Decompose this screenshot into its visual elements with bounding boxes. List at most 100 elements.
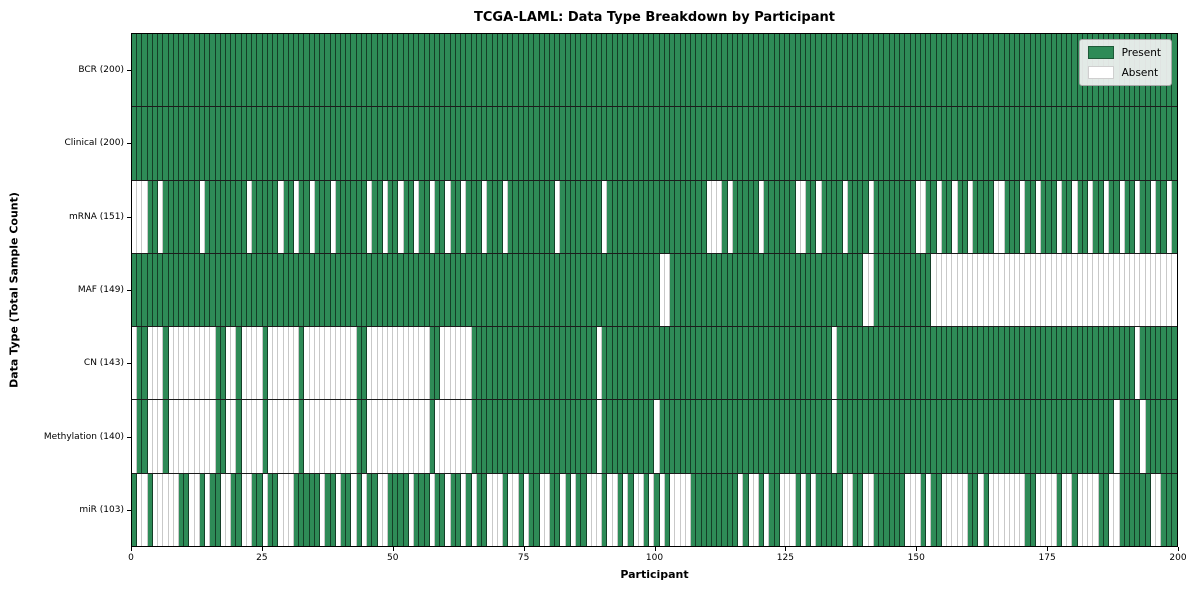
cell (1015, 180, 1021, 253)
cell (215, 253, 221, 327)
cell (283, 253, 289, 327)
cell (947, 400, 953, 473)
cell (591, 253, 598, 327)
cell (283, 400, 289, 473)
cell (1093, 400, 1099, 473)
cell (837, 400, 843, 473)
cell (691, 34, 697, 107)
cell (717, 107, 723, 180)
cell (931, 473, 937, 546)
cell (722, 473, 728, 546)
cell (173, 180, 180, 253)
cell (534, 473, 540, 546)
cell (884, 253, 890, 327)
cell (1150, 180, 1157, 253)
cell (638, 107, 645, 180)
cell (1020, 107, 1026, 180)
cell (492, 253, 498, 327)
cell (1145, 107, 1151, 180)
cell (549, 400, 556, 473)
cell (879, 473, 885, 546)
cell (633, 107, 639, 180)
cell (1025, 107, 1031, 180)
cell (821, 473, 827, 546)
cell (853, 473, 859, 546)
cell (1056, 327, 1063, 400)
cell (283, 473, 289, 546)
cell (1166, 327, 1172, 400)
cell (1119, 400, 1125, 473)
cell (1009, 34, 1016, 107)
cell (1109, 107, 1115, 180)
cell (863, 34, 869, 107)
cell (508, 253, 514, 327)
cell (450, 253, 456, 327)
cell (1171, 400, 1177, 473)
cell (534, 327, 540, 400)
cell (837, 180, 843, 253)
cell (231, 34, 237, 107)
cell (278, 107, 284, 180)
cell (1129, 107, 1136, 180)
cell (858, 253, 864, 327)
cell (769, 180, 775, 253)
cell (179, 34, 185, 107)
cell (173, 473, 180, 546)
cell (999, 253, 1005, 327)
cell (811, 107, 817, 180)
cell (523, 473, 530, 546)
cell (288, 400, 294, 473)
cell (273, 253, 279, 327)
cell (361, 473, 368, 546)
cell (1041, 400, 1047, 473)
cell (330, 34, 336, 107)
cell (215, 400, 221, 473)
cell (288, 253, 294, 327)
cell (440, 400, 446, 473)
cell (241, 400, 247, 473)
cell (1109, 400, 1115, 473)
cell (1166, 107, 1172, 180)
cell (816, 34, 822, 107)
cell (1124, 107, 1130, 180)
cell (706, 473, 712, 546)
cell (999, 34, 1005, 107)
cell (816, 107, 822, 180)
cell (764, 34, 770, 107)
cell (978, 473, 984, 546)
cell (372, 400, 378, 473)
cell (1082, 253, 1089, 327)
cell (764, 400, 770, 473)
cell (1077, 107, 1083, 180)
cell (847, 34, 854, 107)
cell (147, 34, 153, 107)
cell (722, 327, 728, 400)
cell (320, 107, 326, 180)
cell (576, 327, 582, 400)
cell (424, 180, 430, 253)
cell (638, 400, 645, 473)
cell (936, 400, 942, 473)
cell (1025, 253, 1031, 327)
cell (644, 107, 650, 180)
cell (231, 180, 237, 253)
cell (262, 327, 268, 400)
cell (853, 253, 859, 327)
cell (179, 253, 185, 327)
cell (565, 327, 571, 400)
cell (727, 473, 733, 546)
cell (565, 34, 571, 107)
cell (1124, 180, 1130, 253)
cell (905, 473, 911, 546)
cell (1072, 180, 1078, 253)
cell (1067, 180, 1073, 253)
cell (194, 253, 200, 327)
cell (920, 34, 927, 107)
cell (957, 473, 963, 546)
heatmap-row-mir (132, 473, 1177, 546)
cell (920, 253, 927, 327)
cell (868, 253, 874, 327)
cell (168, 327, 174, 400)
cell (978, 400, 984, 473)
cell (1030, 327, 1036, 400)
